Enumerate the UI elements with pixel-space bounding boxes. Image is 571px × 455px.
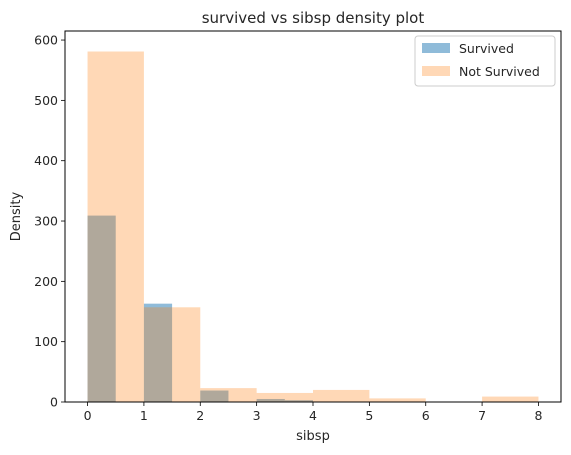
bar-survived-2 [200,390,229,402]
legend-swatch-survived [422,43,450,53]
x-tick-label-0: 0 [84,408,92,423]
legend: Survived Not Survived [414,35,556,87]
y-tick-label-6: 600 [34,33,58,48]
bar-not-survived-2 [200,388,257,402]
x-axis-ticks: 0 1 2 3 4 5 6 7 8 [84,402,542,423]
x-tick-label-6: 6 [422,408,430,423]
bar-survived-4 [284,400,313,402]
x-tick-label-5: 5 [365,408,373,423]
bar-not-survived-4 [313,389,370,402]
x-tick-label-1: 1 [140,408,148,423]
y-tick-label-3: 300 [34,214,58,229]
bars-layer [87,51,539,403]
x-tick-label-8: 8 [534,408,542,423]
y-tick-label-0: 0 [50,395,58,410]
bar-not-survived-3 [256,392,313,402]
y-tick-label-2: 200 [34,274,58,289]
x-tick-label-7: 7 [478,408,486,423]
y-tick-label-5: 500 [34,93,58,108]
bar-not-survived-6 [482,396,539,402]
bar-survived-0 [87,215,116,402]
bar-not-survived-1 [143,307,201,402]
y-axis-ticks: 0 100 200 300 400 500 600 [34,33,65,410]
x-axis-label: sibsp [296,429,330,444]
bar-survived-1 [143,303,173,402]
x-tick-label-3: 3 [253,408,261,423]
bar-not-survived-0 [87,51,144,403]
chart-title: survived vs sibsp density plot [202,9,425,27]
legend-swatch-not-survived [422,66,450,76]
x-tick-label-4: 4 [309,408,317,423]
y-tick-label-4: 400 [34,153,58,168]
bar-survived-3 [256,398,285,402]
y-tick-label-1: 100 [34,334,58,349]
legend-label-survived: Survived [459,41,514,56]
bar-not-survived-5 [369,398,426,402]
x-tick-label-2: 2 [196,408,204,423]
y-axis-label: Density [9,191,24,241]
legend-label-not-survived: Not Survived [459,64,540,79]
